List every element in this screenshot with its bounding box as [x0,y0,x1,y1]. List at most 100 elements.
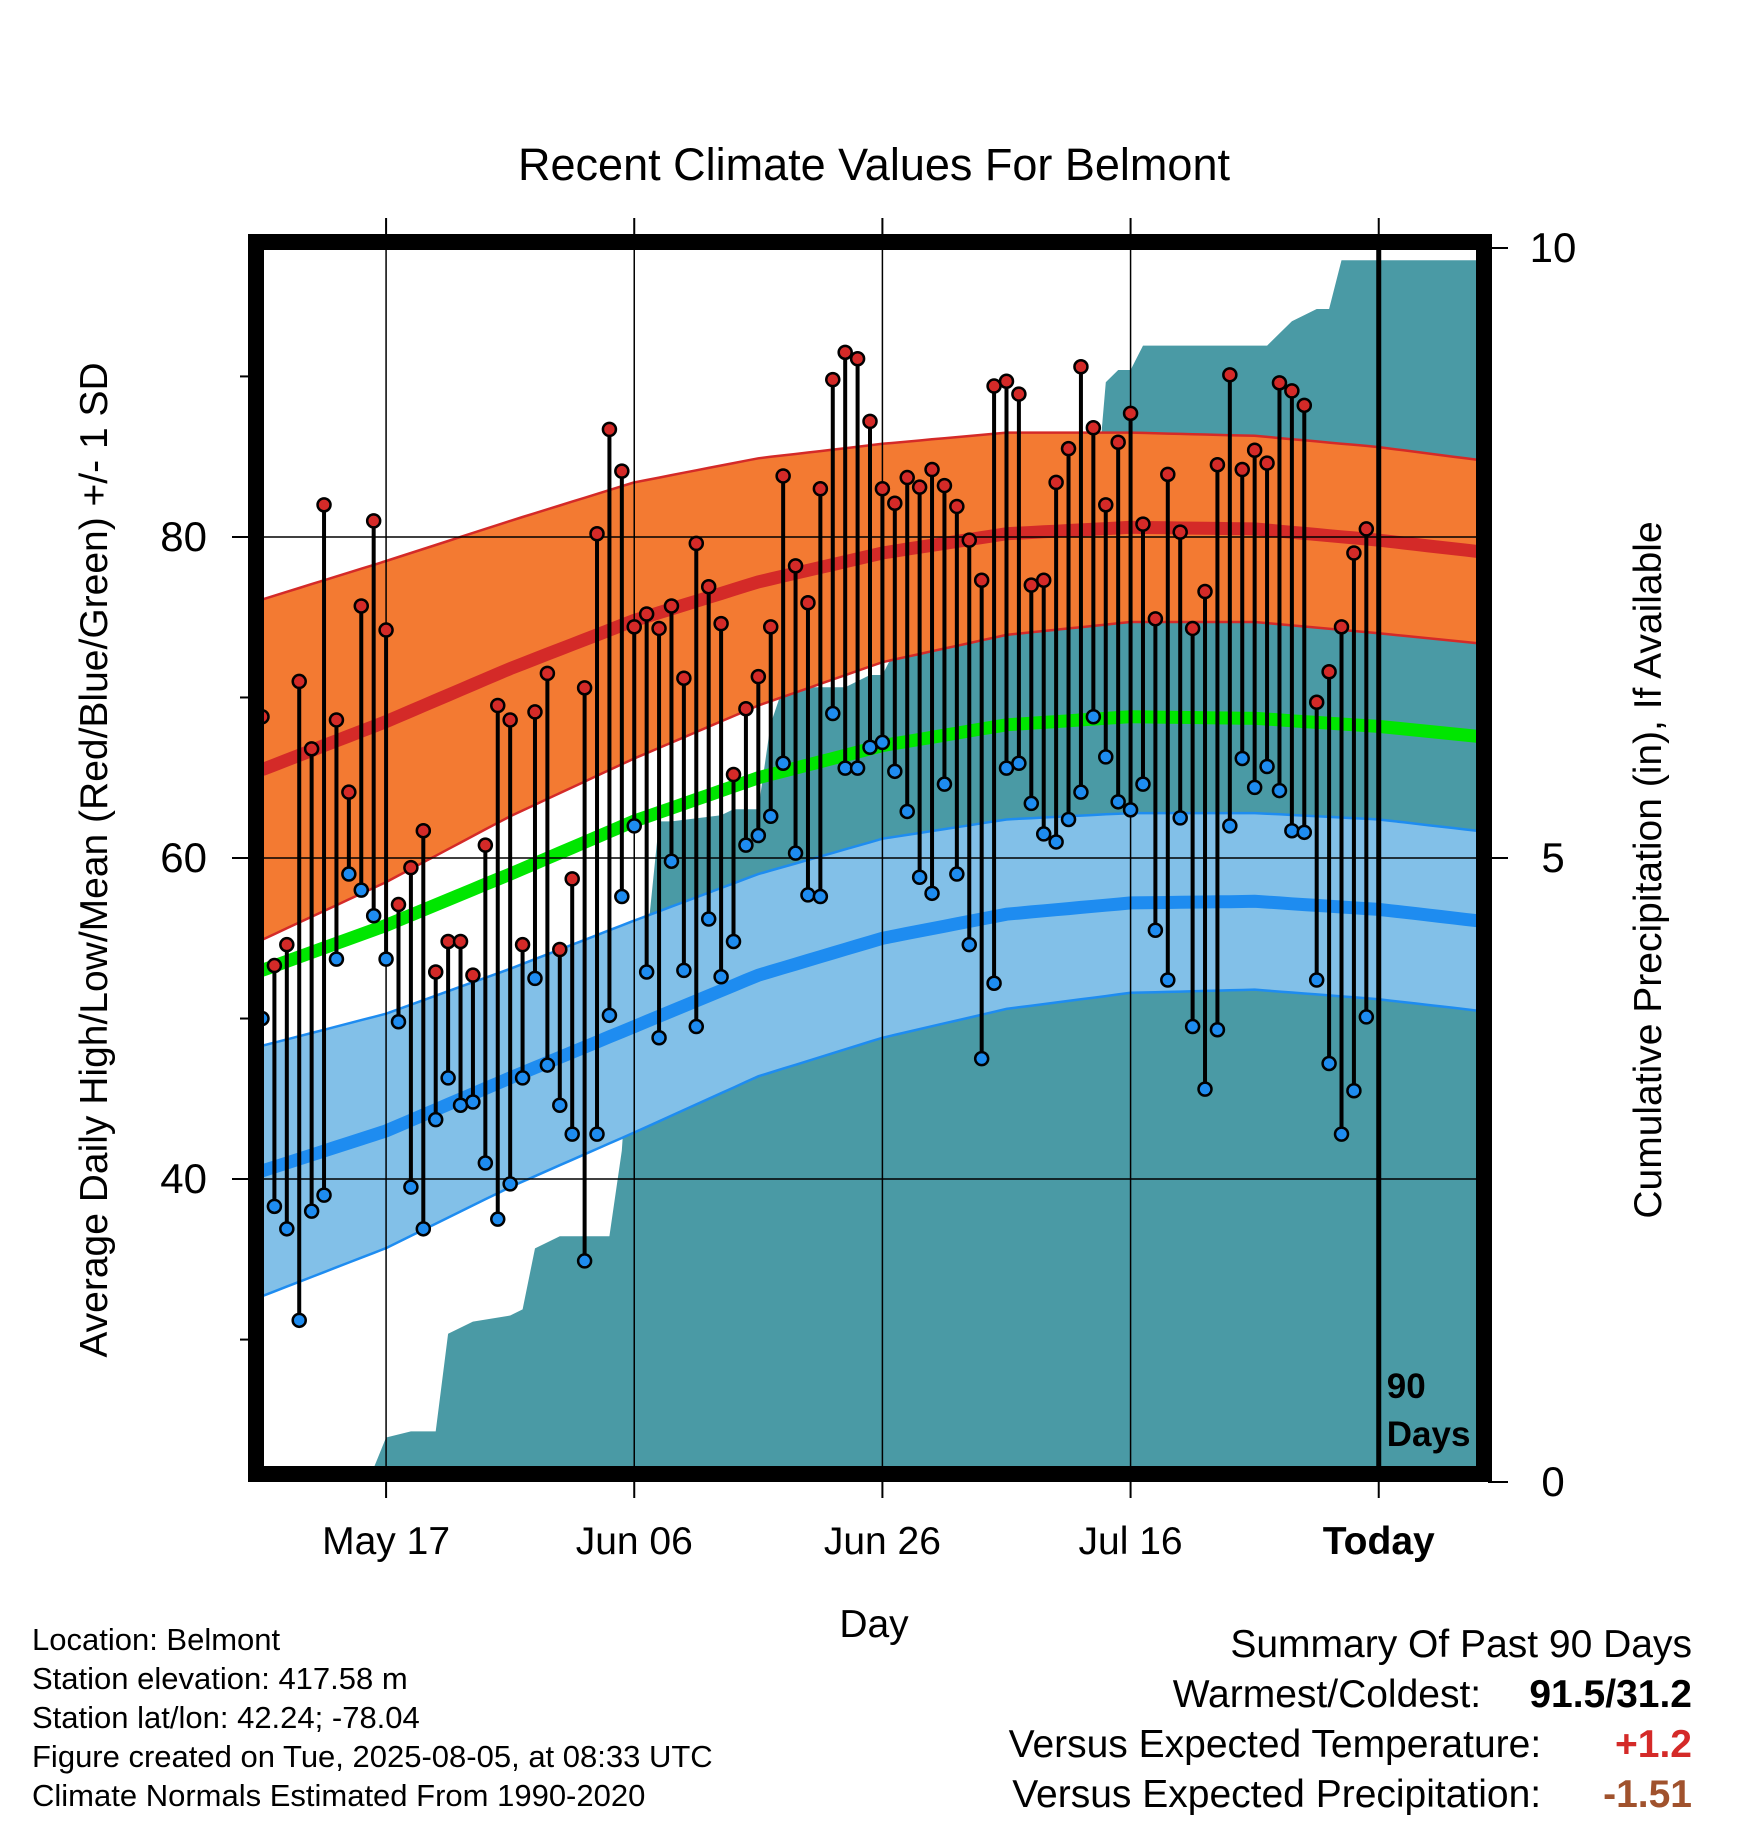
daily-low-point [775,755,791,772]
daily-low-point [614,888,630,905]
daily-high-point [725,766,742,783]
daily-low-point [924,885,940,902]
daily-low-point [1048,834,1064,850]
daily-high-point [1023,577,1040,593]
daily-high-point [688,535,705,552]
daily-high-point [924,461,940,478]
daily-low-point [1246,779,1263,796]
daily-high-point [750,668,767,685]
daily-high-point [1035,572,1052,589]
daily-high-point [527,704,543,720]
daily-low-point [601,1007,618,1024]
daily-high-point [1073,359,1089,375]
daily-high-point [663,598,680,614]
daily-high-point [353,598,370,614]
daily-low-point [415,1221,432,1237]
x-tick-label: Jun 26 [824,1520,941,1563]
daily-high-point [862,413,878,430]
warmest-coldest-value: 91.5/31.2 [1529,1673,1692,1716]
daily-low-point [1271,782,1288,799]
daily-low-point [1160,972,1176,988]
daily-high-point [812,481,829,497]
daily-low-point [1135,776,1151,792]
x-tick-label: Today [1323,1520,1435,1563]
warmest-coldest-label: Warmest/Coldest: [1172,1673,1482,1716]
daily-low-point [949,866,965,882]
daily-high-point [1358,521,1375,537]
daily-high-point [1160,466,1176,483]
x-tick-label: Jun 06 [576,1520,693,1563]
daily-low-point [986,975,1002,991]
daily-high-point [998,373,1015,389]
normals-text: Climate Normals Estimated From 1990-2020 [32,1778,646,1813]
daily-high-point [552,941,568,958]
daily-low-point [762,808,779,825]
daily-low-point [1122,802,1139,818]
station-info: Location: Belmont Station elevation: 417… [32,1620,713,1815]
daily-low-point [353,882,370,898]
warmest-coldest-row: Warmest/Coldest: 91.5/31.2 [1009,1670,1692,1720]
daily-low-point [539,1057,556,1073]
daily-high-point [415,822,432,839]
daily-high-point [1333,619,1350,635]
summary-title: Summary Of Past 90 Days [1230,1623,1692,1666]
precip-departure-value: -1.51 [1603,1773,1692,1816]
daily-low-point [961,936,978,953]
daily-high-point [651,620,667,637]
daily-low-point [316,1187,332,1203]
daily-low-point [452,1097,469,1113]
daily-high-point [266,957,283,974]
daily-high-point [514,936,531,953]
daily-high-point [911,479,928,495]
daily-high-point [961,532,978,548]
daily-low-point [291,1312,307,1329]
daily-low-point [700,911,717,927]
temp-departure-label: Versus Expected Temperature: [1008,1723,1542,1766]
y-axis-title: Average Daily High/Low/Mean (Red/Blue/Gr… [73,362,116,1357]
daily-low-point [564,1126,580,1142]
x-tick-label: Jul 16 [1079,1520,1183,1563]
daily-high-point [1284,383,1300,399]
created-text: Figure created on Tue, 2025-08-05, at 08… [32,1739,713,1774]
daily-low-point [1321,1055,1337,1072]
daily-low-point [1172,810,1188,826]
daily-high-point [539,665,556,682]
daily-low-point [527,970,543,987]
daily-low-point [663,853,680,869]
daily-low-point [1035,826,1052,842]
precip-departure-row: Versus Expected Precipitation: -1.51 [1009,1770,1692,1820]
daily-low-point [688,1018,705,1035]
daily-low-point [1098,749,1114,765]
daily-high-point [973,572,990,589]
low-sd-band-lower-edge [262,988,1478,1298]
daily-high-point [576,680,593,696]
daily-low-point [1085,708,1102,725]
daily-low-point [440,1070,456,1086]
daily-high-point [825,371,841,388]
daily-low-point [998,760,1015,776]
daily-low-point [1110,794,1126,810]
daily-low-point [589,1126,605,1142]
daily-high-point [502,712,518,728]
daily-high-point [638,606,655,622]
daily-high-point [738,700,754,717]
daily-low-point [514,1070,531,1086]
daily-high-point [1259,455,1275,471]
daily-low-point [1296,824,1313,841]
daily-low-point [1023,795,1040,812]
daily-high-point [1060,440,1077,457]
daily-high-point [303,741,320,757]
daily-low-point [1284,822,1300,839]
daily-high-point [477,837,494,853]
daily-low-point [477,1155,494,1171]
y-tick-label: 80 [160,513,207,560]
daily-low-point [365,908,382,924]
daily-low-point [1346,1083,1362,1099]
daily-high-point [378,622,394,638]
daily-low-point [1011,755,1027,772]
normal-low-line [262,894,1478,1178]
plot-frame [248,234,1492,1482]
daily-low-point [1184,1018,1201,1035]
x-axis-title: Day [839,1603,909,1646]
daily-high-point [614,463,630,479]
